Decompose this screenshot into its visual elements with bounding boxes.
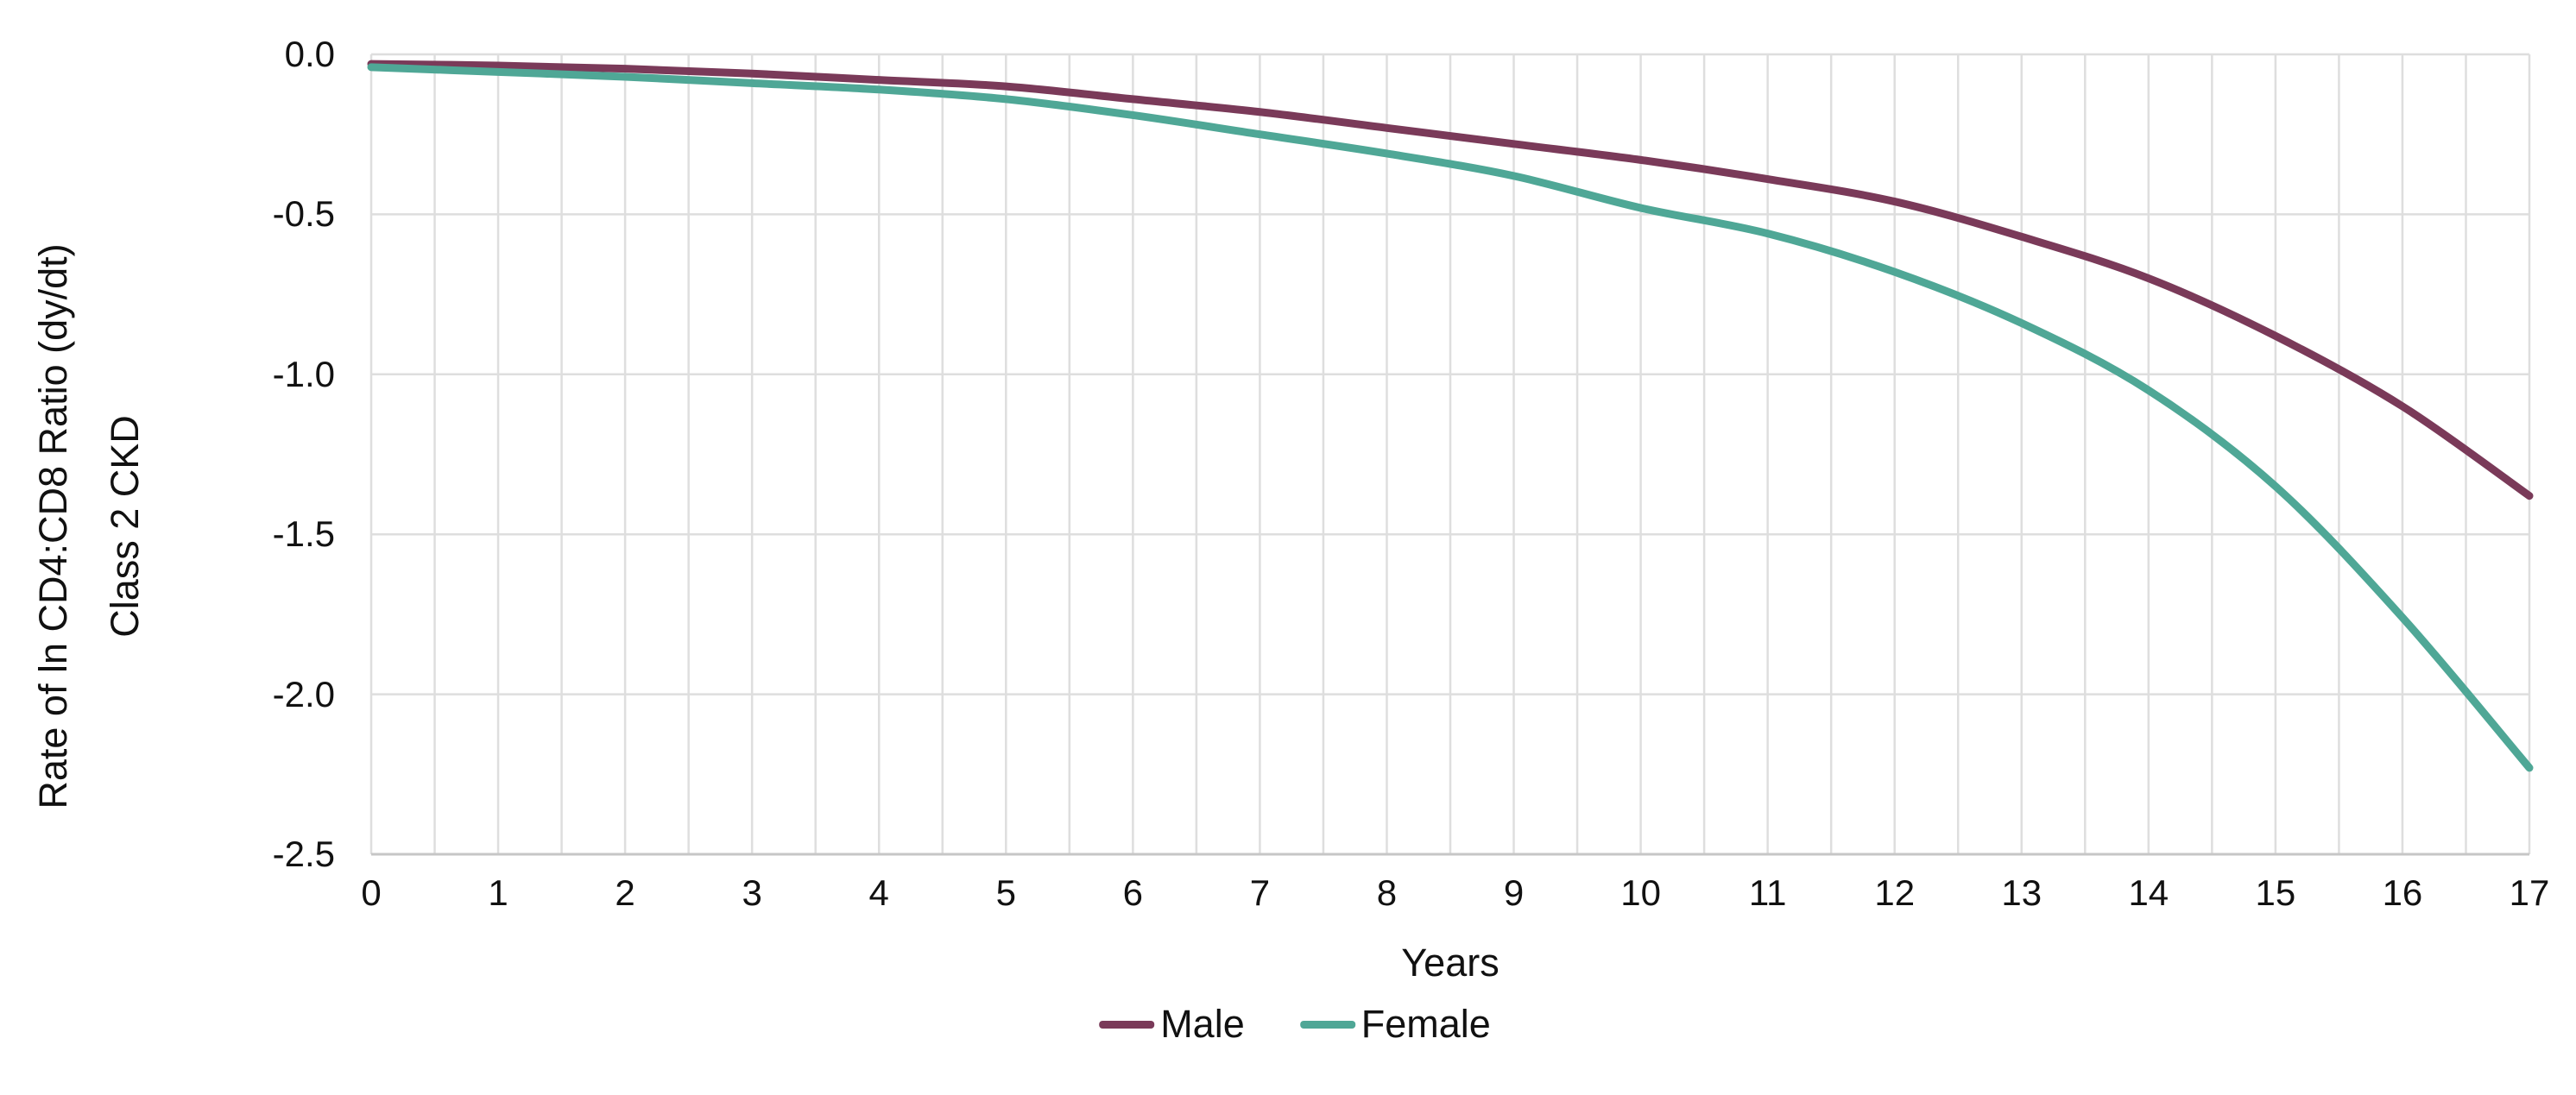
y-tick-label: -1.5 xyxy=(272,513,335,555)
x-tick-label: 10 xyxy=(1620,872,1661,913)
y-tick-label: -1.0 xyxy=(272,353,335,394)
x-tick-label: 9 xyxy=(1503,872,1525,913)
x-tick-label: 1 xyxy=(488,872,508,913)
x-tick-label: 14 xyxy=(2128,872,2169,913)
legend-label-male: Male xyxy=(1160,1002,1245,1046)
legend-label-female: Female xyxy=(1361,1002,1491,1046)
legend-item-female: Female xyxy=(1299,999,1491,1049)
x-tick-label: 7 xyxy=(1249,872,1271,913)
x-tick-label: 3 xyxy=(742,872,762,913)
legend-item-male: Male xyxy=(1099,999,1245,1049)
y-tick-label: 0.0 xyxy=(284,34,335,74)
x-axis-title: Years xyxy=(1401,941,1500,985)
x-tick-label: 0 xyxy=(361,872,382,913)
y-tick-label: -2.0 xyxy=(272,673,335,714)
female-line-swatch xyxy=(1299,1020,1355,1029)
x-tick-label: 4 xyxy=(868,872,889,913)
y-tick-label: -0.5 xyxy=(272,193,335,235)
x-tick-label: 2 xyxy=(615,872,635,913)
x-tick-label: 13 xyxy=(2001,872,2042,913)
x-tick-label: 5 xyxy=(995,872,1016,913)
y-tick-label: -2.5 xyxy=(272,834,335,874)
x-tick-label: 6 xyxy=(1122,872,1144,913)
y-axis-title-line2: Class 2 CKD xyxy=(103,415,147,638)
x-tick-label: 8 xyxy=(1376,872,1398,913)
series-line-male xyxy=(367,60,2534,500)
legend: Male Female xyxy=(1099,999,1491,1049)
x-tick-label: 11 xyxy=(1748,872,1787,913)
series-line-female xyxy=(367,63,2534,772)
x-tick-label: 15 xyxy=(2255,872,2296,913)
x-tick-label: 17 xyxy=(2509,872,2550,913)
y-axis-title-line1: Rate of ln CD4:CD8 Ratio (dy/dt) xyxy=(31,243,75,809)
x-tick-label: 12 xyxy=(1874,872,1916,913)
x-tick-label: 16 xyxy=(2382,872,2423,913)
male-line-swatch xyxy=(1099,1020,1155,1029)
